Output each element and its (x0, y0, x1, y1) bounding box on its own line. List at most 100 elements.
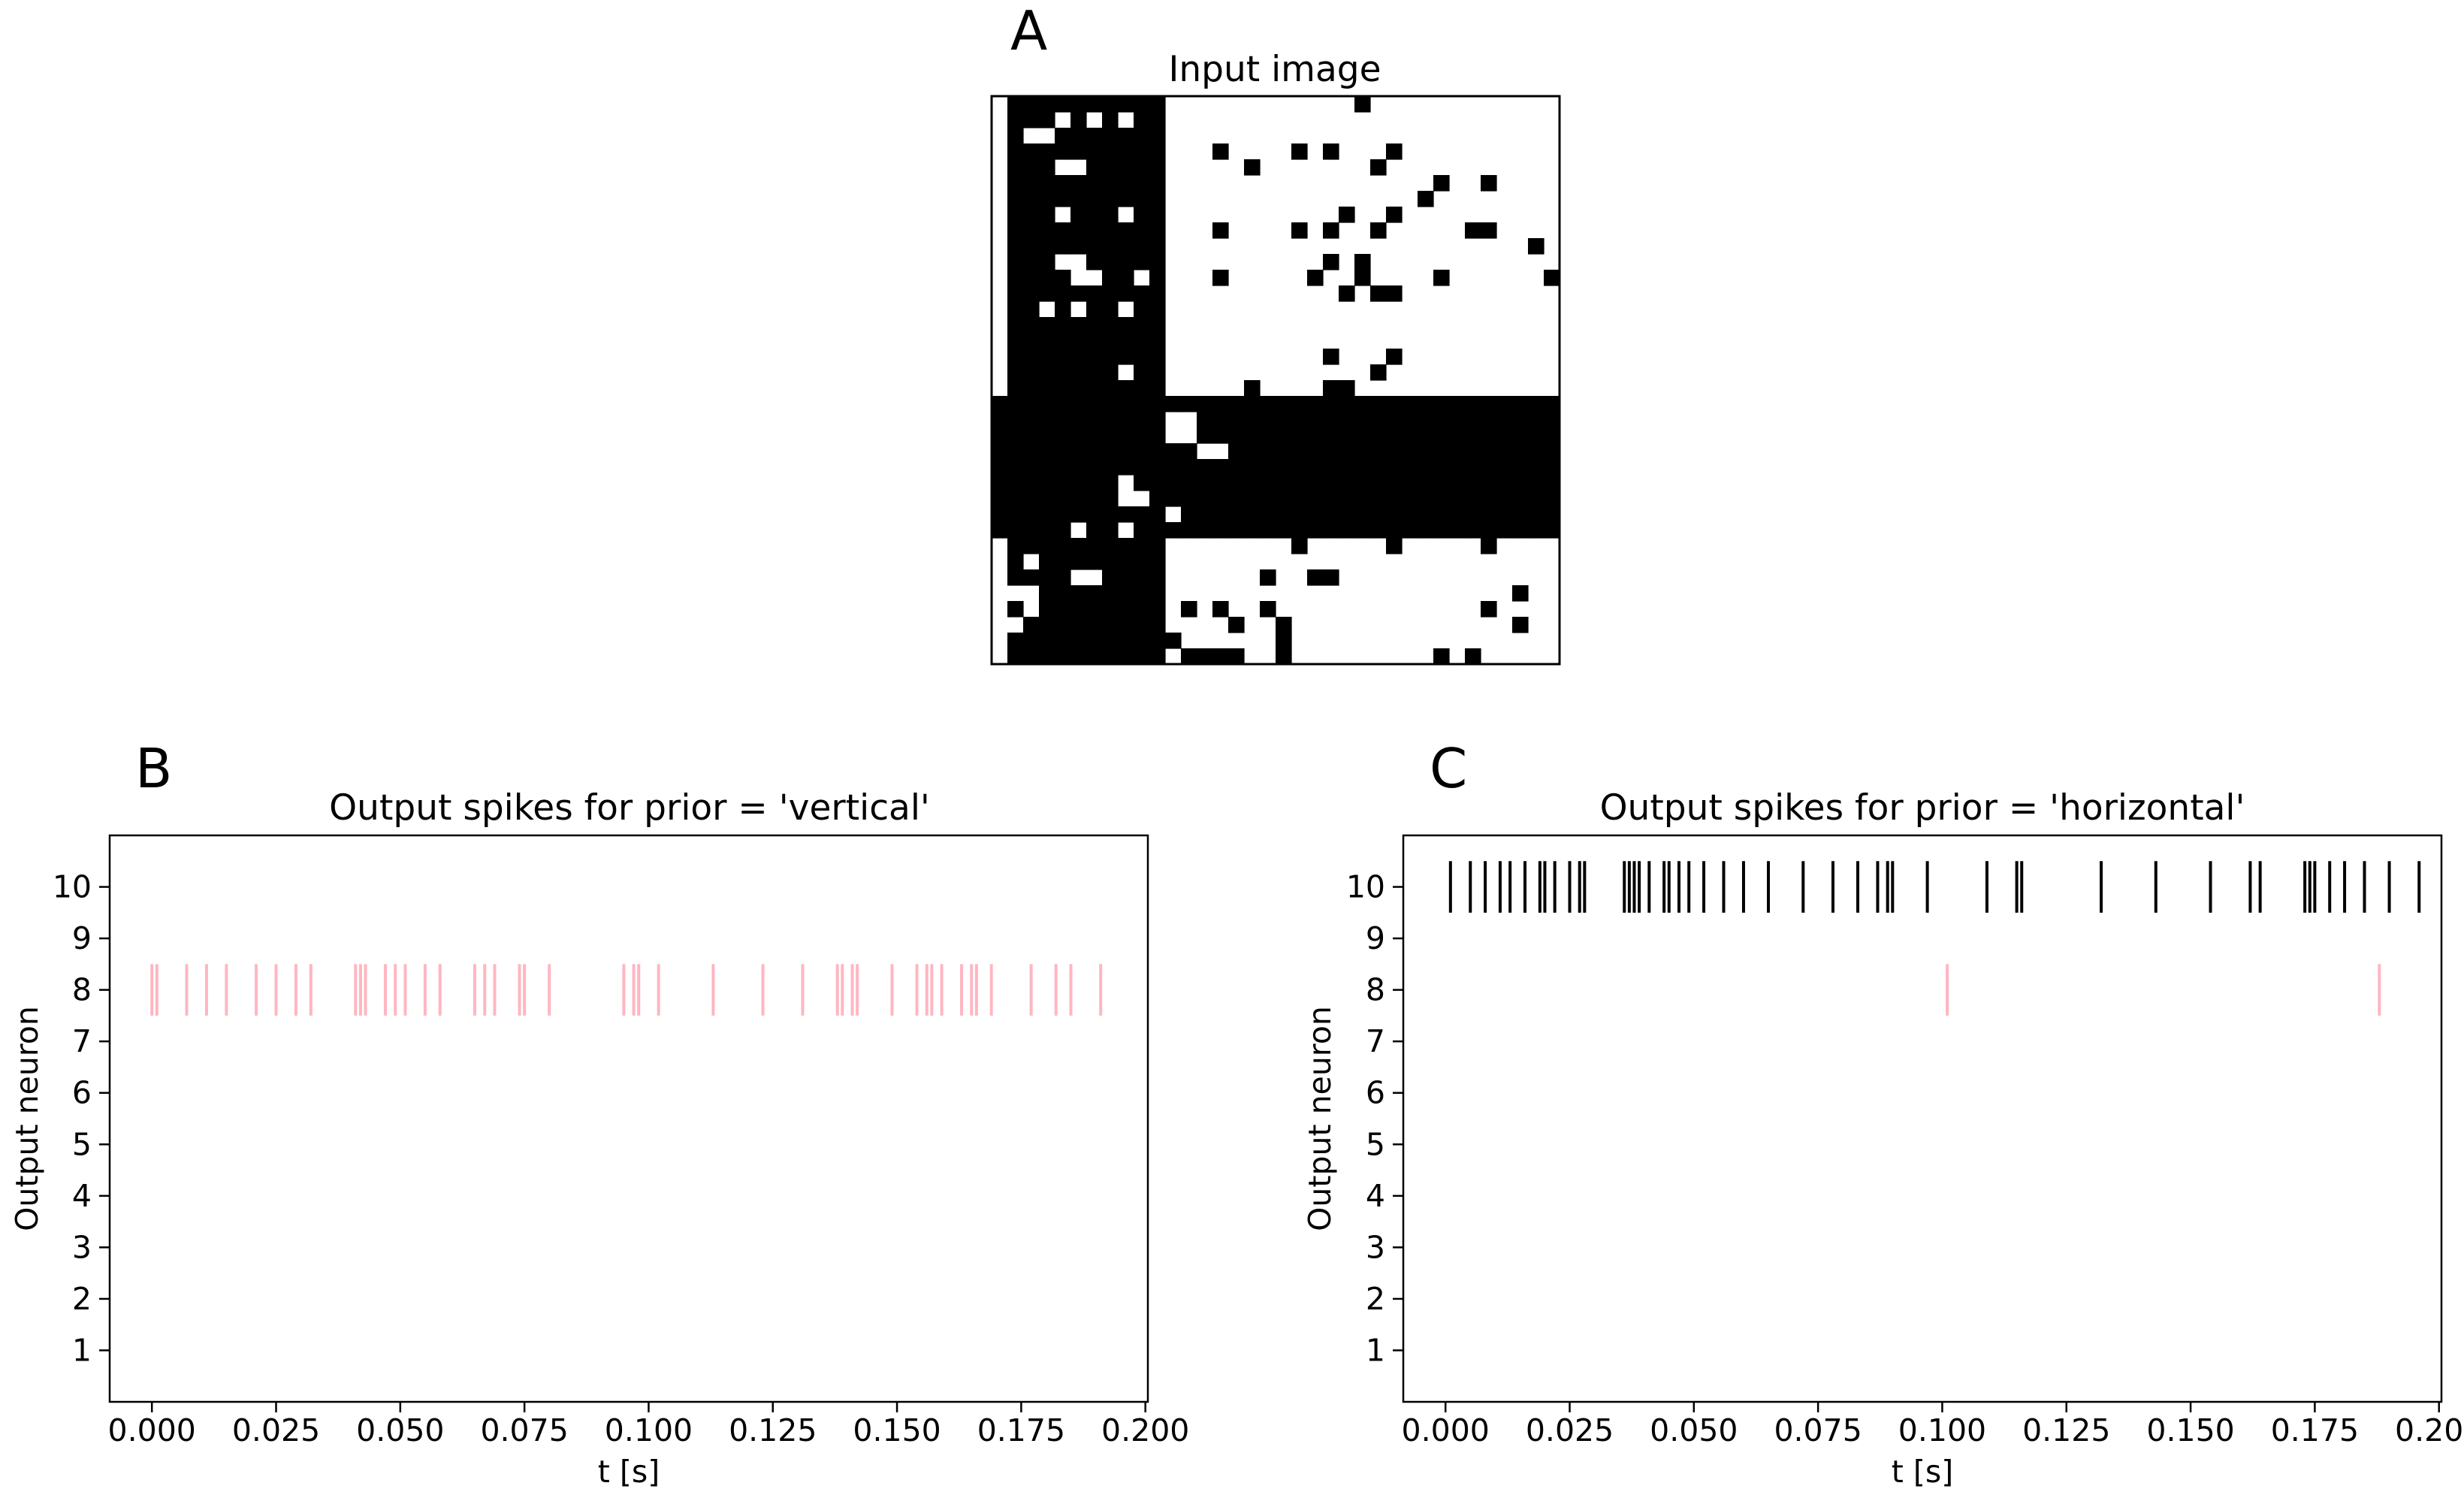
image-pixel (1149, 633, 1166, 649)
image-pixel (1134, 317, 1150, 334)
image-pixel (1212, 648, 1229, 665)
image-pixel (1023, 349, 1040, 365)
image-pixel (1007, 317, 1024, 334)
image-pixel (1149, 301, 1166, 318)
image-pixel (1386, 443, 1403, 460)
image-pixel (1370, 491, 1387, 507)
image-pixel (1023, 238, 1040, 255)
image-pixel (1039, 207, 1055, 223)
image-pixel (1007, 238, 1024, 255)
image-pixel (1165, 396, 1182, 412)
image-pixel (1197, 475, 1213, 491)
image-pixel (1323, 569, 1339, 586)
image-pixel (1149, 506, 1166, 523)
image-pixel (1102, 143, 1119, 160)
image-pixel (1465, 491, 1481, 507)
image-pixel (1007, 270, 1024, 286)
image-pixel (1276, 459, 1292, 476)
image-pixel (1339, 380, 1355, 397)
x-tick-label-b: 0.200 (1101, 1412, 1189, 1448)
image-pixel (1039, 443, 1055, 460)
x-tick-label-b: 0.100 (605, 1412, 693, 1448)
image-pixel (1465, 396, 1481, 412)
image-pixel (1212, 506, 1229, 523)
image-pixel (1039, 96, 1055, 113)
image-pixel (1149, 617, 1166, 633)
image-pixel (1165, 443, 1182, 460)
image-pixel (1512, 522, 1529, 539)
x-tick-label-c: 0.075 (1774, 1412, 1862, 1448)
image-pixel (1481, 443, 1497, 460)
image-pixel (1086, 222, 1103, 239)
plot-frame-c (1402, 834, 2443, 1403)
image-pixel (1118, 380, 1134, 397)
image-pixel (1181, 443, 1197, 460)
image-pixel (1339, 506, 1355, 523)
image-pixel (1039, 412, 1055, 428)
image-pixel (1323, 459, 1339, 476)
image-pixel (1291, 443, 1308, 460)
image-pixel (1402, 475, 1418, 491)
image-pixel (1039, 222, 1055, 239)
image-pixel (1433, 270, 1450, 286)
image-pixel (1165, 633, 1182, 649)
image-pixel (1134, 159, 1150, 176)
image-pixel (1102, 459, 1119, 476)
image-pixel (1023, 270, 1040, 286)
image-pixel (1102, 112, 1119, 128)
image-pixel (1197, 491, 1213, 507)
image-pixel (1134, 254, 1150, 270)
image-pixel (1370, 506, 1387, 523)
y-tick-label-b: 8 (72, 972, 92, 1008)
image-pixel (1276, 506, 1292, 523)
image-pixel (1339, 207, 1355, 223)
image-pixel (1354, 459, 1371, 476)
image-pixel (1354, 443, 1371, 460)
image-pixel (1481, 427, 1497, 444)
image-pixel (1039, 522, 1055, 539)
x-tick-label-b: 0.025 (232, 1412, 320, 1448)
image-pixel (1007, 285, 1024, 302)
image-pixel (1496, 412, 1513, 428)
image-pixel (1086, 443, 1103, 460)
image-pixel (1386, 207, 1403, 223)
image-pixel (1544, 396, 1560, 412)
panel-a: A Input image (990, 0, 1561, 666)
image-pixel (1039, 333, 1055, 349)
image-pixel (1512, 475, 1529, 491)
image-pixel (1276, 396, 1292, 412)
y-tick-label-b: 5 (72, 1126, 92, 1162)
image-pixel (1244, 506, 1261, 523)
image-pixel (1307, 569, 1324, 586)
image-pixel (1023, 191, 1040, 207)
image-pixel (1055, 222, 1071, 239)
image-pixel (1386, 475, 1403, 491)
image-pixel (1118, 159, 1134, 176)
image-pixel (1007, 112, 1024, 128)
image-pixel (1197, 522, 1213, 539)
image-pixel (1402, 412, 1418, 428)
image-pixel (1481, 475, 1497, 491)
image-pixel (1212, 427, 1229, 444)
image-pixel (1055, 301, 1071, 318)
y-tick-label-b: 3 (72, 1229, 92, 1265)
panel-label-a: A (1010, 0, 1047, 62)
x-tick-label-c: 0.175 (2271, 1412, 2359, 1448)
image-pixel (1134, 96, 1150, 113)
y-tick-label-b: 7 (72, 1023, 92, 1059)
image-pixel (1291, 459, 1308, 476)
image-pixel (1449, 427, 1466, 444)
image-pixel (1212, 143, 1229, 160)
image-pixel (1276, 522, 1292, 539)
image-pixel (1134, 648, 1150, 665)
image-pixel (1007, 522, 1024, 539)
image-pixel (1433, 459, 1450, 476)
image-pixel (1496, 459, 1513, 476)
image-pixel (1070, 317, 1087, 334)
image-pixel (1339, 475, 1355, 491)
image-pixel (1481, 601, 1497, 618)
image-pixel (1086, 585, 1103, 602)
image-pixel (1149, 412, 1166, 428)
image-pixel (1134, 175, 1150, 192)
image-pixel (1465, 648, 1481, 665)
